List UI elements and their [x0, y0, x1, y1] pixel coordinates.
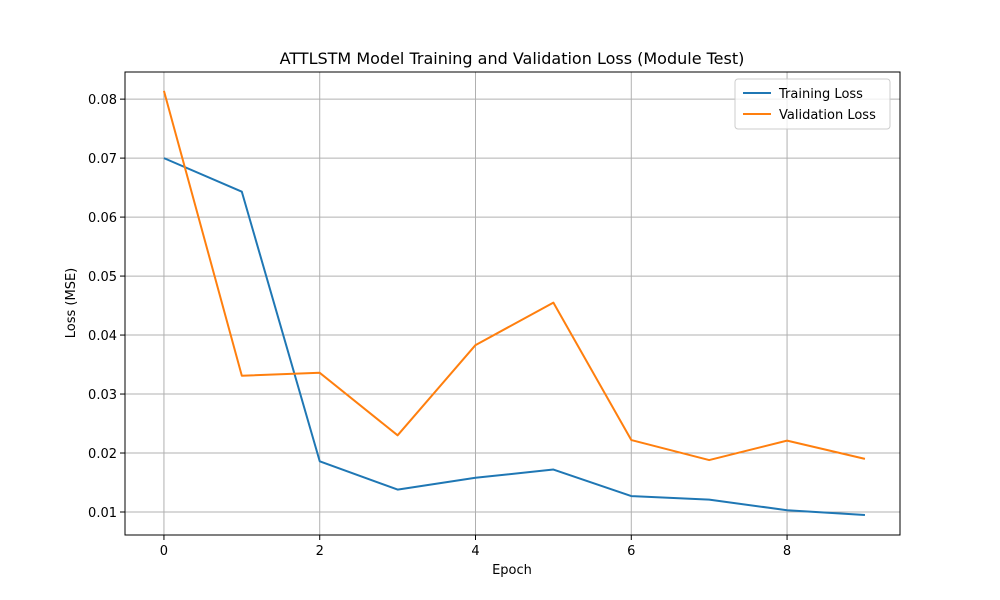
y-axis: 0.01 0.02 0.03 0.04 0.05 0.06 0.07 0.08: [88, 93, 125, 521]
legend-box: [734, 78, 891, 130]
series-line-validation-loss: [162, 90, 866, 462]
y-tick-label: 0.01: [88, 506, 117, 521]
plot-frame: [124, 71, 901, 536]
x-tick-label: 4: [471, 544, 479, 559]
y-axis-title: Loss (MSE): [64, 268, 79, 338]
x-tick-label: 8: [783, 544, 791, 559]
y-tick-label: 0.07: [88, 152, 117, 167]
y-tick-label: 0.06: [88, 211, 117, 226]
series-group: [162, 90, 866, 516]
y-tick-label: 0.04: [88, 329, 117, 344]
x-tick-label: 6: [627, 544, 635, 559]
x-axis-title: Epoch: [492, 563, 532, 578]
y-tick-label: 0.08: [88, 93, 117, 108]
legend-label: Training Loss: [778, 87, 863, 102]
legend-label: Validation Loss: [779, 108, 876, 123]
grid: [125, 72, 900, 535]
y-tick-label: 0.02: [88, 447, 117, 462]
y-tick-label: 0.03: [88, 388, 117, 403]
chart-title: ATTLSTM Model Training and Validation Lo…: [280, 49, 745, 68]
y-tick-label: 0.05: [88, 270, 117, 285]
x-axis: 0 2 4 6 8: [160, 535, 791, 559]
legend: Training Loss Validation Loss: [734, 78, 891, 130]
x-tick-label: 2: [316, 544, 324, 559]
series-line-training-loss: [163, 157, 866, 516]
x-tick-label: 0: [160, 544, 168, 559]
